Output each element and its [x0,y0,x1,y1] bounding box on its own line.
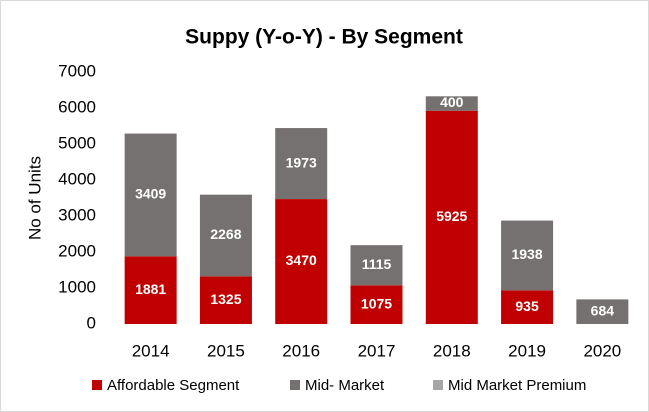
x-tick-label: 2015 [207,341,245,360]
data-label: 684 [591,302,615,318]
bar-segment [199,194,252,277]
data-label: 5925 [436,208,467,224]
x-tick-label: 2019 [508,341,546,360]
bar-segment [425,110,478,324]
data-label: 1115 [362,256,392,272]
data-label: 1075 [361,295,392,311]
legend-swatch [433,380,443,390]
data-label: 3470 [286,252,317,268]
data-label: 1973 [286,154,317,170]
x-tick-label: 2018 [433,341,471,360]
y-tick-label: 2000 [58,241,96,260]
y-tick-label: 4000 [58,169,96,188]
bar-segment [425,96,478,111]
bar-segment [501,290,554,324]
bar-segment [576,299,629,324]
y-tick-label: 0 [87,313,96,332]
x-tick-label: 2016 [282,341,320,360]
legend-swatch [92,380,102,390]
bar-segment [350,285,403,324]
chart-title: Suppy (Y-o-Y) - By Segment [185,26,463,49]
data-label: 1938 [511,246,542,262]
bar-segment [350,245,403,286]
data-label: 2268 [210,226,241,242]
bar-segment [199,276,252,324]
legend-swatch [290,380,300,390]
y-axis-label: No of Units [25,156,44,240]
x-tick-label: 2014 [132,341,170,360]
data-label: 1325 [210,291,241,307]
y-tick-label: 3000 [58,205,96,224]
bar-segment [501,220,554,291]
bar-segment [124,256,177,324]
bar-segment [275,199,328,324]
data-label: 3409 [135,186,166,202]
y-tick-label: 5000 [58,133,96,152]
y-tick-label: 1000 [58,277,96,296]
y-tick-label: 6000 [58,97,96,116]
legend-label: Mid- Market [305,377,385,394]
data-label: 400 [440,94,464,110]
legend-label: Affordable Segment [107,377,240,394]
bar-segment [275,128,328,200]
data-label: 935 [515,298,539,314]
bar-segment [124,133,177,257]
x-tick-label: 2017 [358,341,396,360]
legend-label: Mid Market Premium [448,377,586,394]
x-tick-label: 2020 [583,341,621,360]
y-tick-label: 7000 [58,61,96,80]
data-label: 1881 [135,281,166,297]
